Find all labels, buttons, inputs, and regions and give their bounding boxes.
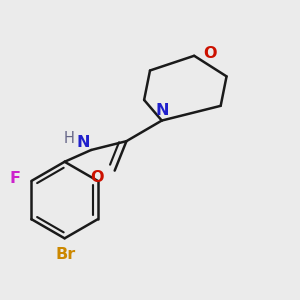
Text: F: F <box>10 171 21 186</box>
Text: Br: Br <box>56 247 76 262</box>
Text: N: N <box>77 135 91 150</box>
Text: H: H <box>64 131 74 146</box>
Text: N: N <box>155 103 169 118</box>
Text: O: O <box>204 46 217 61</box>
Text: O: O <box>90 170 104 185</box>
